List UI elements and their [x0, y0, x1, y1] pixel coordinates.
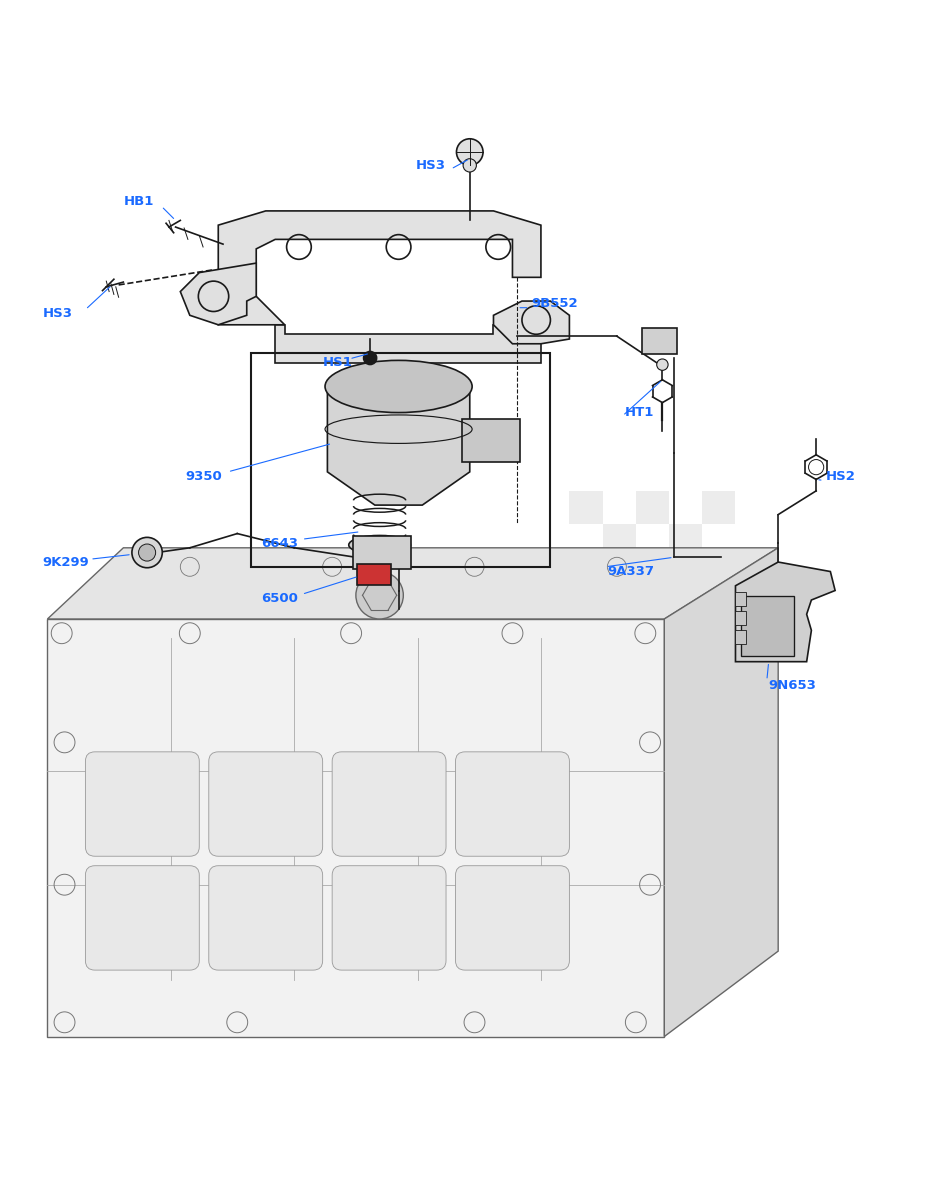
- Circle shape: [356, 571, 403, 619]
- Circle shape: [463, 158, 476, 172]
- FancyBboxPatch shape: [569, 590, 603, 624]
- FancyBboxPatch shape: [636, 524, 669, 557]
- Text: HS3: HS3: [43, 307, 73, 320]
- Text: HS2: HS2: [826, 470, 855, 484]
- Circle shape: [363, 352, 377, 365]
- FancyBboxPatch shape: [669, 624, 702, 656]
- FancyBboxPatch shape: [603, 624, 636, 656]
- FancyBboxPatch shape: [702, 624, 735, 656]
- Text: 6500: 6500: [261, 592, 298, 605]
- FancyBboxPatch shape: [332, 752, 446, 857]
- FancyBboxPatch shape: [47, 619, 664, 1037]
- Circle shape: [132, 538, 162, 568]
- Circle shape: [456, 139, 483, 166]
- Text: HB1: HB1: [123, 194, 154, 208]
- Polygon shape: [218, 211, 541, 325]
- Text: 9350: 9350: [185, 470, 222, 484]
- Circle shape: [139, 544, 156, 562]
- FancyBboxPatch shape: [702, 557, 735, 590]
- Text: 9A337: 9A337: [607, 565, 655, 578]
- FancyBboxPatch shape: [702, 524, 735, 557]
- FancyBboxPatch shape: [462, 419, 520, 462]
- FancyBboxPatch shape: [569, 557, 603, 590]
- FancyBboxPatch shape: [636, 624, 669, 656]
- FancyBboxPatch shape: [569, 524, 603, 557]
- FancyBboxPatch shape: [332, 865, 446, 970]
- FancyBboxPatch shape: [456, 752, 569, 857]
- Text: HS3: HS3: [416, 158, 446, 172]
- Polygon shape: [493, 301, 569, 343]
- Circle shape: [657, 359, 668, 371]
- FancyBboxPatch shape: [702, 491, 735, 524]
- FancyBboxPatch shape: [669, 491, 702, 524]
- FancyBboxPatch shape: [636, 557, 669, 590]
- Ellipse shape: [349, 535, 410, 554]
- Polygon shape: [735, 562, 835, 661]
- FancyBboxPatch shape: [85, 865, 199, 970]
- FancyBboxPatch shape: [735, 630, 746, 643]
- FancyBboxPatch shape: [735, 611, 746, 625]
- FancyBboxPatch shape: [702, 590, 735, 624]
- Text: HT1: HT1: [624, 406, 654, 419]
- FancyBboxPatch shape: [85, 752, 199, 857]
- Text: 9B552: 9B552: [531, 298, 578, 311]
- Polygon shape: [180, 263, 256, 325]
- FancyBboxPatch shape: [735, 593, 746, 606]
- Polygon shape: [327, 386, 470, 505]
- FancyBboxPatch shape: [669, 557, 702, 590]
- FancyBboxPatch shape: [353, 536, 411, 569]
- Polygon shape: [664, 548, 778, 1037]
- FancyBboxPatch shape: [569, 624, 603, 656]
- Text: 9K299: 9K299: [43, 556, 89, 569]
- Polygon shape: [275, 325, 541, 362]
- Text: 9N653: 9N653: [769, 679, 816, 692]
- FancyBboxPatch shape: [603, 524, 636, 557]
- Text: scuderia: scuderia: [361, 559, 614, 611]
- FancyBboxPatch shape: [741, 596, 794, 656]
- FancyBboxPatch shape: [357, 564, 391, 584]
- Ellipse shape: [325, 360, 472, 413]
- FancyBboxPatch shape: [669, 524, 702, 557]
- FancyBboxPatch shape: [569, 491, 603, 524]
- Text: HS1: HS1: [323, 356, 352, 370]
- FancyBboxPatch shape: [456, 865, 569, 970]
- FancyBboxPatch shape: [636, 491, 669, 524]
- FancyBboxPatch shape: [603, 590, 636, 624]
- Text: 6643: 6643: [261, 536, 298, 550]
- FancyBboxPatch shape: [636, 590, 669, 624]
- FancyBboxPatch shape: [603, 557, 636, 590]
- Text: c a r        p a r t s: c a r p a r t s: [313, 624, 529, 648]
- FancyBboxPatch shape: [669, 590, 702, 624]
- FancyBboxPatch shape: [209, 752, 323, 857]
- FancyBboxPatch shape: [603, 491, 636, 524]
- FancyBboxPatch shape: [642, 328, 677, 354]
- FancyBboxPatch shape: [209, 865, 323, 970]
- Polygon shape: [47, 548, 778, 619]
